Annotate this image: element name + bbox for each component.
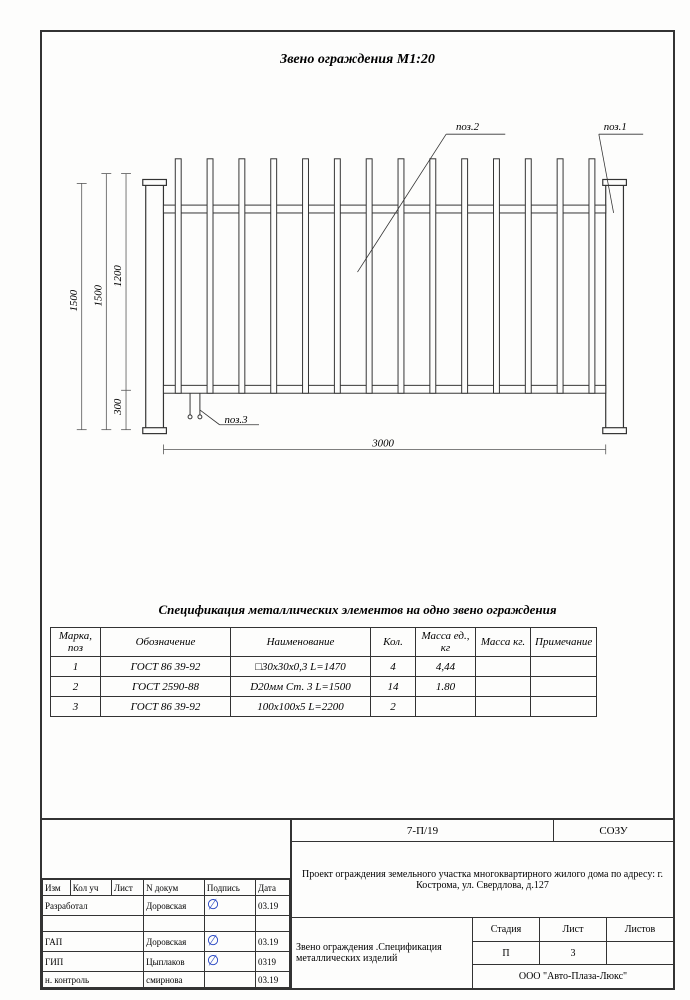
project-number: 7-П/19 [292,825,553,837]
spec-col-header: Примечание [531,628,597,657]
fence-drawing: 1500 1500 1200 300 [62,92,653,462]
spec-table: Марка, позОбозначениеНаименованиеКол.Мас… [50,627,597,717]
spec-col-header: Масса кг. [476,628,531,657]
signature-row: ГИПЦыплаков∅0319 [43,952,290,972]
drawing-description: Звено ограждения .Спецификация металличе… [292,918,473,988]
spec-col-header: Обозначение [101,628,231,657]
spec-title: Спецификация металлических элементов на … [42,602,673,618]
dim-1200: 1200 [112,265,124,287]
dim-1500a: 1500 [68,289,80,311]
signature-icon: ∅ [206,933,220,951]
page: Звено ограждения М1:20 [0,0,690,1000]
signature-row [43,916,290,932]
title-block: ИзмКол учЛистN докумПодписьДата Разработ… [42,818,673,988]
stage-value: П [473,942,540,965]
stage-label: Стадия [473,918,540,941]
spec-col-header: Кол. [371,628,416,657]
project-name: Проект ограждения земельного участка мно… [292,842,673,918]
dim-1500b: 1500 [92,284,104,306]
sheets-value [607,942,673,965]
table-row: 2ГОСТ 2590-88D20мм Ст. 3 L=1500141.80 [51,677,597,697]
company-name: ООО "Авто-Плаза-Люкс" [473,965,673,988]
sheet-label: Лист [540,918,607,941]
fence-svg: 1500 1500 1200 300 [62,92,653,462]
spec-col-header: Марка, поз [51,628,101,657]
drawing-frame: Звено ограждения М1:20 [40,30,675,990]
signature-row: н. контрольсмирнова03.19 [43,972,290,988]
dim-3000: 3000 [371,437,394,449]
table-row: 1ГОСТ 86 39-92□30х30х0,3 L=147044,44 [51,657,597,677]
signature-row: ГАПДоровская∅03.19 [43,932,290,952]
spec-col-header: Масса ед., кг [416,628,476,657]
sheets-label: Листов [607,918,673,941]
drawing-title: Звено ограждения М1:20 [42,52,673,68]
label-pos1: поз.1 [604,121,627,133]
signature-icon: ∅ [206,953,220,971]
sheet-value: 3 [540,942,607,965]
table-row: 3ГОСТ 86 39-92100х100х5 L=22002 [51,697,597,717]
spec-col-header: Наименование [231,628,371,657]
dim-300: 300 [112,398,124,416]
signature-icon: ∅ [206,897,220,915]
org-code: СОЗУ [553,820,673,841]
label-pos3: поз.3 [225,414,249,426]
signatures-table: ИзмКол учЛистN докумПодписьДата Разработ… [42,879,290,988]
signature-row: РазработалДоровская∅03.19 [43,896,290,916]
label-pos2: поз.2 [456,121,480,133]
